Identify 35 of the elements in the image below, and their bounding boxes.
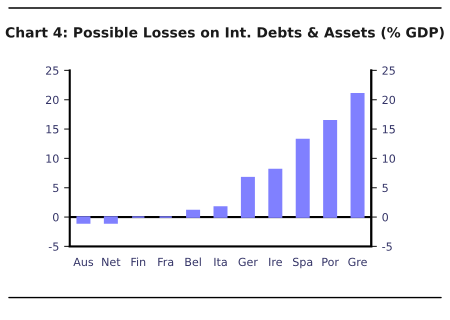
y2-tick-label: 20 — [382, 96, 396, 104]
x-tick-label: Aus — [73, 258, 94, 266]
y-tick-label: -5 — [48, 242, 58, 251]
x-tick-label: Net — [102, 258, 120, 266]
bar — [323, 120, 338, 218]
bar — [104, 216, 118, 224]
x-tick-label: Ire — [269, 258, 282, 266]
y2-tick-label: 5 — [382, 184, 388, 192]
bar — [268, 168, 282, 218]
y-tick-label: 25 — [46, 66, 58, 75]
bar — [76, 216, 90, 224]
y2-tick-label: 15 — [382, 125, 395, 134]
y-tick-label: 10 — [46, 154, 59, 163]
x-tick-label: Ger — [238, 258, 258, 266]
x-tick-label: Gre — [348, 258, 367, 266]
y2-tick-label: 0 — [382, 213, 388, 222]
bar — [214, 206, 228, 218]
y-tick-label: 15 — [46, 125, 58, 134]
x-tick-label: Bel — [185, 258, 201, 266]
y2-tick-label: -5 — [382, 242, 392, 251]
y-tick-label: 20 — [46, 96, 59, 104]
bar — [186, 210, 200, 218]
x-tick-label: Por — [322, 258, 339, 266]
x-tick-label: Spa — [293, 258, 312, 268]
y-tick-label: 5 — [53, 184, 58, 192]
bar — [350, 93, 365, 218]
bar — [240, 176, 255, 218]
x-tick-label: Ita — [214, 258, 227, 266]
x-tick-label: Fra — [158, 258, 174, 266]
bar — [296, 138, 310, 218]
chart-title: Chart 4: Possible Losses on Int. Debts & Assets (% GDP) — [6, 26, 444, 40]
y-tick-label: 0 — [52, 213, 59, 222]
x-tick-label: Fin — [132, 258, 146, 266]
y2-tick-label: 10 — [382, 154, 396, 163]
y2-tick-label: 25 — [382, 66, 395, 75]
